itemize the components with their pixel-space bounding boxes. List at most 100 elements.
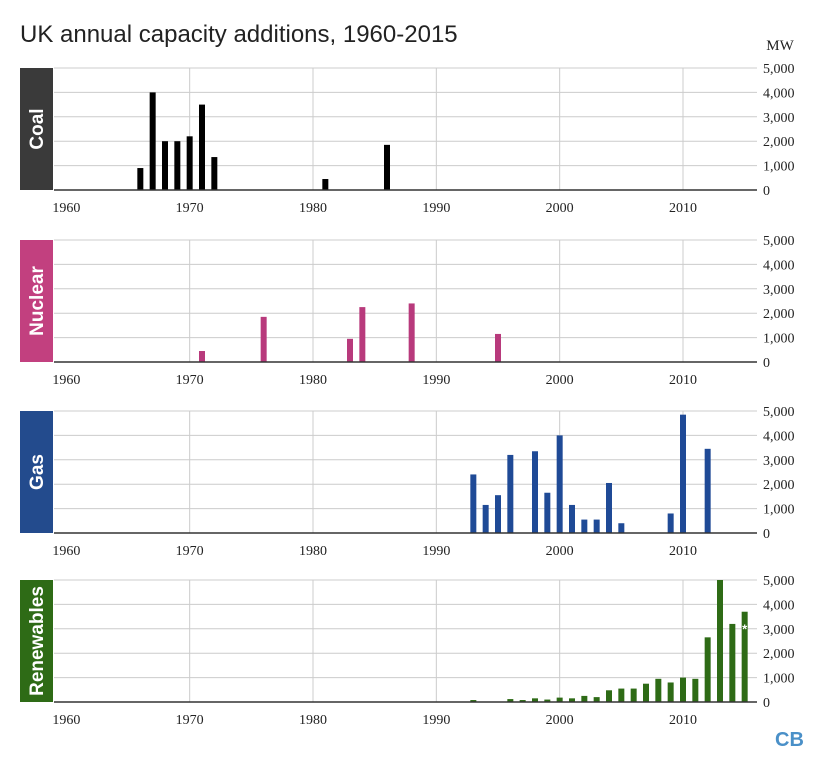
renewables-y-tick: 2,000 bbox=[763, 647, 795, 662]
renewables-bar-2004 bbox=[606, 690, 612, 702]
renewables-bar-1997 bbox=[519, 700, 526, 702]
coal-y-tick: 5,000 bbox=[763, 62, 795, 77]
renewables-bar-2007 bbox=[643, 683, 649, 702]
gas-y-tick: 2,000 bbox=[763, 478, 795, 493]
coal-y-tick: 0 bbox=[763, 184, 770, 199]
gas-bar-1996 bbox=[507, 454, 514, 533]
renewables-bar-2015 bbox=[741, 611, 748, 702]
coal-bar-1981 bbox=[322, 179, 329, 190]
coal-x-tick: 1960 bbox=[52, 201, 80, 216]
renewables-label-block bbox=[20, 580, 53, 702]
renewables-x-tick: 2000 bbox=[546, 713, 574, 728]
gas-bar-2001 bbox=[569, 504, 575, 533]
nuclear-label-block bbox=[20, 240, 53, 362]
gas-x-tick: 1990 bbox=[422, 544, 450, 559]
nuclear-y-tick: 2,000 bbox=[763, 307, 795, 322]
nuclear-x-tick: 1970 bbox=[176, 373, 204, 388]
nuclear-bar-1976 bbox=[260, 316, 267, 362]
chart-title: UK annual capacity additions, 1960-2015 bbox=[20, 21, 458, 48]
gas-label-block bbox=[20, 411, 53, 533]
renewables-bar-2005 bbox=[618, 688, 625, 702]
coal-bar-1970 bbox=[186, 136, 193, 190]
renewables-bar-2009 bbox=[667, 682, 674, 702]
panel-renewables: 0 1,000 2,000 3,000 4,000 5,000 1960 1970 1980 19… bbox=[20, 574, 795, 728]
nuclear-x-tick: 1960 bbox=[52, 373, 80, 388]
gas-bar-2012 bbox=[704, 448, 711, 533]
coal-bar-1967 bbox=[149, 92, 156, 190]
renewables-x-tick: 2010 bbox=[669, 713, 697, 728]
coal-y-tick: 3,000 bbox=[763, 111, 795, 126]
coal-label-block bbox=[20, 68, 53, 190]
panel-gas: 0 1,000 2,000 3,000 4,000 5,000 1960 1970 1980 19… bbox=[20, 405, 795, 559]
renewables-x-tick: 1980 bbox=[299, 713, 327, 728]
renewables-bar-2012 bbox=[704, 637, 711, 702]
renewables-bar-2003 bbox=[593, 697, 600, 702]
renewables-bar-2011 bbox=[692, 678, 699, 702]
renewables-y-tick: 3,000 bbox=[763, 623, 795, 638]
gas-bar-1994 bbox=[482, 504, 489, 533]
gas-y-tick: 5,000 bbox=[763, 405, 795, 420]
nuclear-panel-label: Nuclear bbox=[27, 266, 48, 336]
nuclear-bar-1983 bbox=[347, 338, 353, 362]
gas-bar-1995 bbox=[495, 495, 501, 533]
nuclear-x-tick: 1990 bbox=[422, 373, 450, 388]
gas-x-tick: 1980 bbox=[299, 544, 327, 559]
coal-bar-1971 bbox=[199, 104, 205, 190]
nuclear-x-tick: 2010 bbox=[669, 373, 697, 388]
nuclear-bar-1995 bbox=[495, 333, 501, 362]
coal-bar-1966 bbox=[137, 168, 144, 190]
cb-logo: CB bbox=[775, 729, 804, 751]
gas-bar-2004 bbox=[606, 482, 612, 533]
gas-bar-1998 bbox=[532, 451, 538, 533]
coal-x-tick: 1970 bbox=[176, 201, 204, 216]
coal-x-tick: 1990 bbox=[422, 201, 450, 216]
renewables-panel-label: Renewables bbox=[27, 586, 48, 696]
gas-bar-2000 bbox=[556, 435, 563, 533]
coal-y-tick: 1,000 bbox=[763, 160, 795, 175]
gas-bar-2005 bbox=[618, 523, 625, 533]
renewables-bar-2002 bbox=[581, 695, 588, 702]
renewables-y-tick: 4,000 bbox=[763, 598, 795, 613]
gas-bar-1993 bbox=[470, 474, 477, 533]
gas-panel-label: Gas bbox=[27, 454, 48, 490]
nuclear-y-tick: 0 bbox=[763, 356, 770, 371]
nuclear-bar-1984 bbox=[359, 307, 366, 362]
gas-bar-2002 bbox=[581, 519, 588, 533]
renewables-x-tick: 1990 bbox=[422, 713, 450, 728]
nuclear-y-tick: 5,000 bbox=[763, 234, 795, 249]
nuclear-x-tick: 1980 bbox=[299, 373, 327, 388]
renewables-x-tick: 1970 bbox=[176, 713, 204, 728]
renewables-x-tick: 1960 bbox=[52, 713, 80, 728]
gas-x-tick: 2010 bbox=[669, 544, 697, 559]
renewables-bar-1996 bbox=[507, 699, 514, 702]
coal-panel-label: Coal bbox=[27, 108, 48, 149]
renewables-bar-1993 bbox=[470, 700, 477, 702]
coal-x-tick: 2000 bbox=[546, 201, 574, 216]
nuclear-bar-1988 bbox=[408, 303, 415, 362]
renewables-bar-2010 bbox=[680, 677, 686, 702]
coal-x-tick: 2010 bbox=[669, 201, 697, 216]
panel-nuclear: 0 1,000 2,000 3,000 4,000 5,000 1960 1970 1980 19… bbox=[20, 234, 795, 388]
renewables-bar-1999 bbox=[544, 699, 551, 702]
gas-y-tick: 0 bbox=[763, 527, 770, 542]
renewables-bar-2000 bbox=[556, 697, 563, 702]
renewables-y-tick: 5,000 bbox=[763, 574, 795, 589]
coal-y-tick: 4,000 bbox=[763, 86, 795, 101]
nuclear-x-tick: 2000 bbox=[546, 373, 574, 388]
gas-y-tick: 3,000 bbox=[763, 454, 795, 469]
gas-x-tick: 1970 bbox=[176, 544, 204, 559]
nuclear-y-tick: 1,000 bbox=[763, 332, 795, 347]
unit-label: MW bbox=[766, 38, 794, 54]
renewables-annotation: * bbox=[742, 622, 748, 637]
renewables-bar-2001 bbox=[569, 698, 575, 702]
nuclear-bar-1971 bbox=[199, 351, 205, 362]
gas-bar-2010 bbox=[680, 414, 686, 533]
gas-bar-2009 bbox=[667, 513, 674, 533]
gas-bar-1999 bbox=[544, 492, 551, 533]
gas-y-tick: 1,000 bbox=[763, 503, 795, 518]
gas-bar-2003 bbox=[593, 519, 600, 533]
gas-y-tick: 4,000 bbox=[763, 429, 795, 444]
renewables-bar-2014 bbox=[729, 623, 736, 702]
renewables-bar-2008 bbox=[655, 678, 662, 702]
